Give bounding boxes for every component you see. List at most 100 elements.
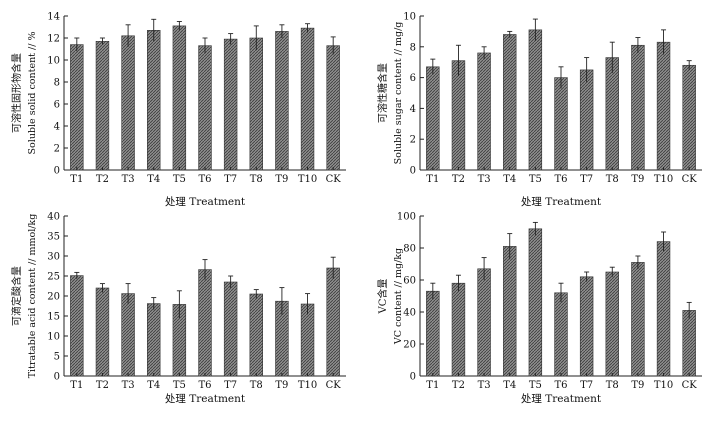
x-tick-label: T2 — [452, 380, 465, 391]
bar-T8 — [605, 57, 619, 171]
x-tick-label: T4 — [147, 380, 160, 391]
bar-T10 — [300, 27, 315, 171]
x-tick-label: CK — [326, 174, 342, 185]
y-tick-label: 12 — [47, 34, 60, 45]
y-tick-label: 5 — [54, 352, 60, 363]
x-tick-label: T4 — [147, 174, 160, 185]
y-tick-label: 40 — [47, 212, 60, 223]
x-tick-label: T5 — [529, 380, 542, 391]
y-axis-label-cn: 可溶性固形物含量 — [10, 53, 23, 133]
x-tick-label: T4 — [503, 380, 516, 391]
y-tick-label: 14 — [47, 12, 60, 23]
x-tick-label: T7 — [224, 174, 237, 185]
x-axis-label: 处理 Treatment — [521, 196, 602, 208]
y-axis-label-cn: VC含量 — [376, 279, 389, 315]
x-tick-label: T1 — [426, 380, 439, 391]
bar-T5 — [528, 228, 543, 377]
x-tick-label: T2 — [452, 174, 465, 185]
x-tick-label: T1 — [70, 174, 83, 185]
bar-T9 — [631, 44, 645, 171]
bar-T2 — [95, 40, 110, 171]
y-tick-label: 6 — [410, 73, 416, 84]
x-tick-label: T7 — [580, 380, 593, 391]
y-tick-label: 10 — [47, 332, 60, 343]
y-tick-label: 0 — [54, 372, 60, 383]
x-tick-label: T9 — [631, 174, 644, 185]
x-tick-label: T6 — [554, 380, 567, 391]
bar-CK — [682, 310, 696, 377]
y-tick-label: 80 — [403, 244, 416, 255]
x-tick-label: T10 — [298, 174, 317, 185]
y-tick-label: 2 — [54, 144, 60, 155]
y-tick-label: 15 — [47, 312, 60, 323]
y-tick-label: 10 — [47, 56, 60, 67]
bar-T5 — [172, 25, 187, 171]
bar-T1 — [426, 290, 440, 377]
y-axis-label-en: VC content // mg/kg — [393, 248, 404, 345]
x-tick-label: T8 — [250, 380, 263, 391]
x-axis-label: 处理 Treatment — [165, 393, 246, 405]
x-tick-label: T1 — [70, 380, 83, 391]
bar-T8 — [249, 293, 263, 377]
y-tick-label: 30 — [47, 252, 60, 263]
bar-T2 — [95, 287, 110, 377]
bar-CK — [682, 64, 696, 171]
y-tick-label: 8 — [410, 42, 416, 53]
bar-T1 — [70, 44, 84, 171]
x-tick-label: T3 — [478, 174, 491, 185]
x-tick-label: T6 — [198, 174, 211, 185]
x-tick-label: T10 — [654, 380, 673, 391]
bar-T7 — [223, 281, 238, 377]
x-tick-label: T10 — [298, 380, 317, 391]
x-tick-label: T6 — [554, 174, 567, 185]
x-tick-label: T3 — [122, 380, 135, 391]
x-tick-label: T6 — [198, 380, 211, 391]
y-tick-label: 60 — [403, 276, 416, 287]
y-axis-label-en: Soluble solid content // % — [27, 32, 38, 155]
bar-T7 — [579, 276, 594, 377]
y-tick-label: 4 — [54, 122, 60, 133]
y-tick-label: 20 — [47, 292, 60, 303]
bar-T6 — [554, 77, 568, 171]
bar-CK — [326, 267, 340, 377]
x-tick-label: T8 — [606, 174, 619, 185]
x-tick-label: T8 — [606, 380, 619, 391]
bar-T7 — [579, 69, 594, 171]
bar-T6 — [198, 269, 212, 377]
x-axis-label: 处理 Treatment — [165, 196, 246, 208]
bar-T10 — [300, 303, 315, 377]
y-tick-label: 0 — [54, 166, 60, 177]
y-tick-label: 0 — [410, 372, 416, 383]
bar-T3 — [477, 52, 491, 171]
bar-T6 — [198, 45, 212, 171]
y-tick-label: 20 — [403, 340, 416, 351]
x-tick-label: T5 — [173, 174, 186, 185]
y-tick-label: 2 — [410, 135, 416, 146]
bar-T3 — [477, 268, 491, 377]
x-tick-label: T3 — [122, 174, 135, 185]
x-tick-label: CK — [682, 380, 698, 391]
bar-T2 — [451, 60, 466, 171]
y-axis-label-en: Soluble sugar content // mg/g — [393, 22, 404, 165]
y-tick-label: 8 — [54, 78, 60, 89]
x-tick-label: T7 — [580, 174, 593, 185]
y-tick-label: 6 — [54, 100, 60, 111]
x-tick-label: T8 — [250, 174, 263, 185]
bar-T10 — [656, 41, 671, 171]
y-tick-label: 35 — [47, 232, 60, 243]
x-tick-label: T2 — [96, 380, 109, 391]
x-tick-label: T4 — [503, 174, 516, 185]
chart-panel-3: 0 5 10 15 20 25 30 35 40 T1 T2 T3 T4 T5 T6 T7 T8 T9 T10 CK 处… — [10, 212, 346, 405]
y-tick-label: 4 — [410, 104, 416, 115]
x-tick-label: CK — [326, 380, 342, 391]
bar-T7 — [223, 38, 238, 171]
y-tick-label: 100 — [397, 212, 416, 223]
x-tick-label: T3 — [478, 380, 491, 391]
y-axis-label-cn: 可溶性糖含量 — [376, 63, 389, 123]
bar-T4 — [503, 34, 517, 171]
bar-T8 — [249, 37, 263, 171]
bar-T1 — [426, 66, 440, 171]
bar-T10 — [656, 241, 671, 377]
x-tick-label: T10 — [654, 174, 673, 185]
